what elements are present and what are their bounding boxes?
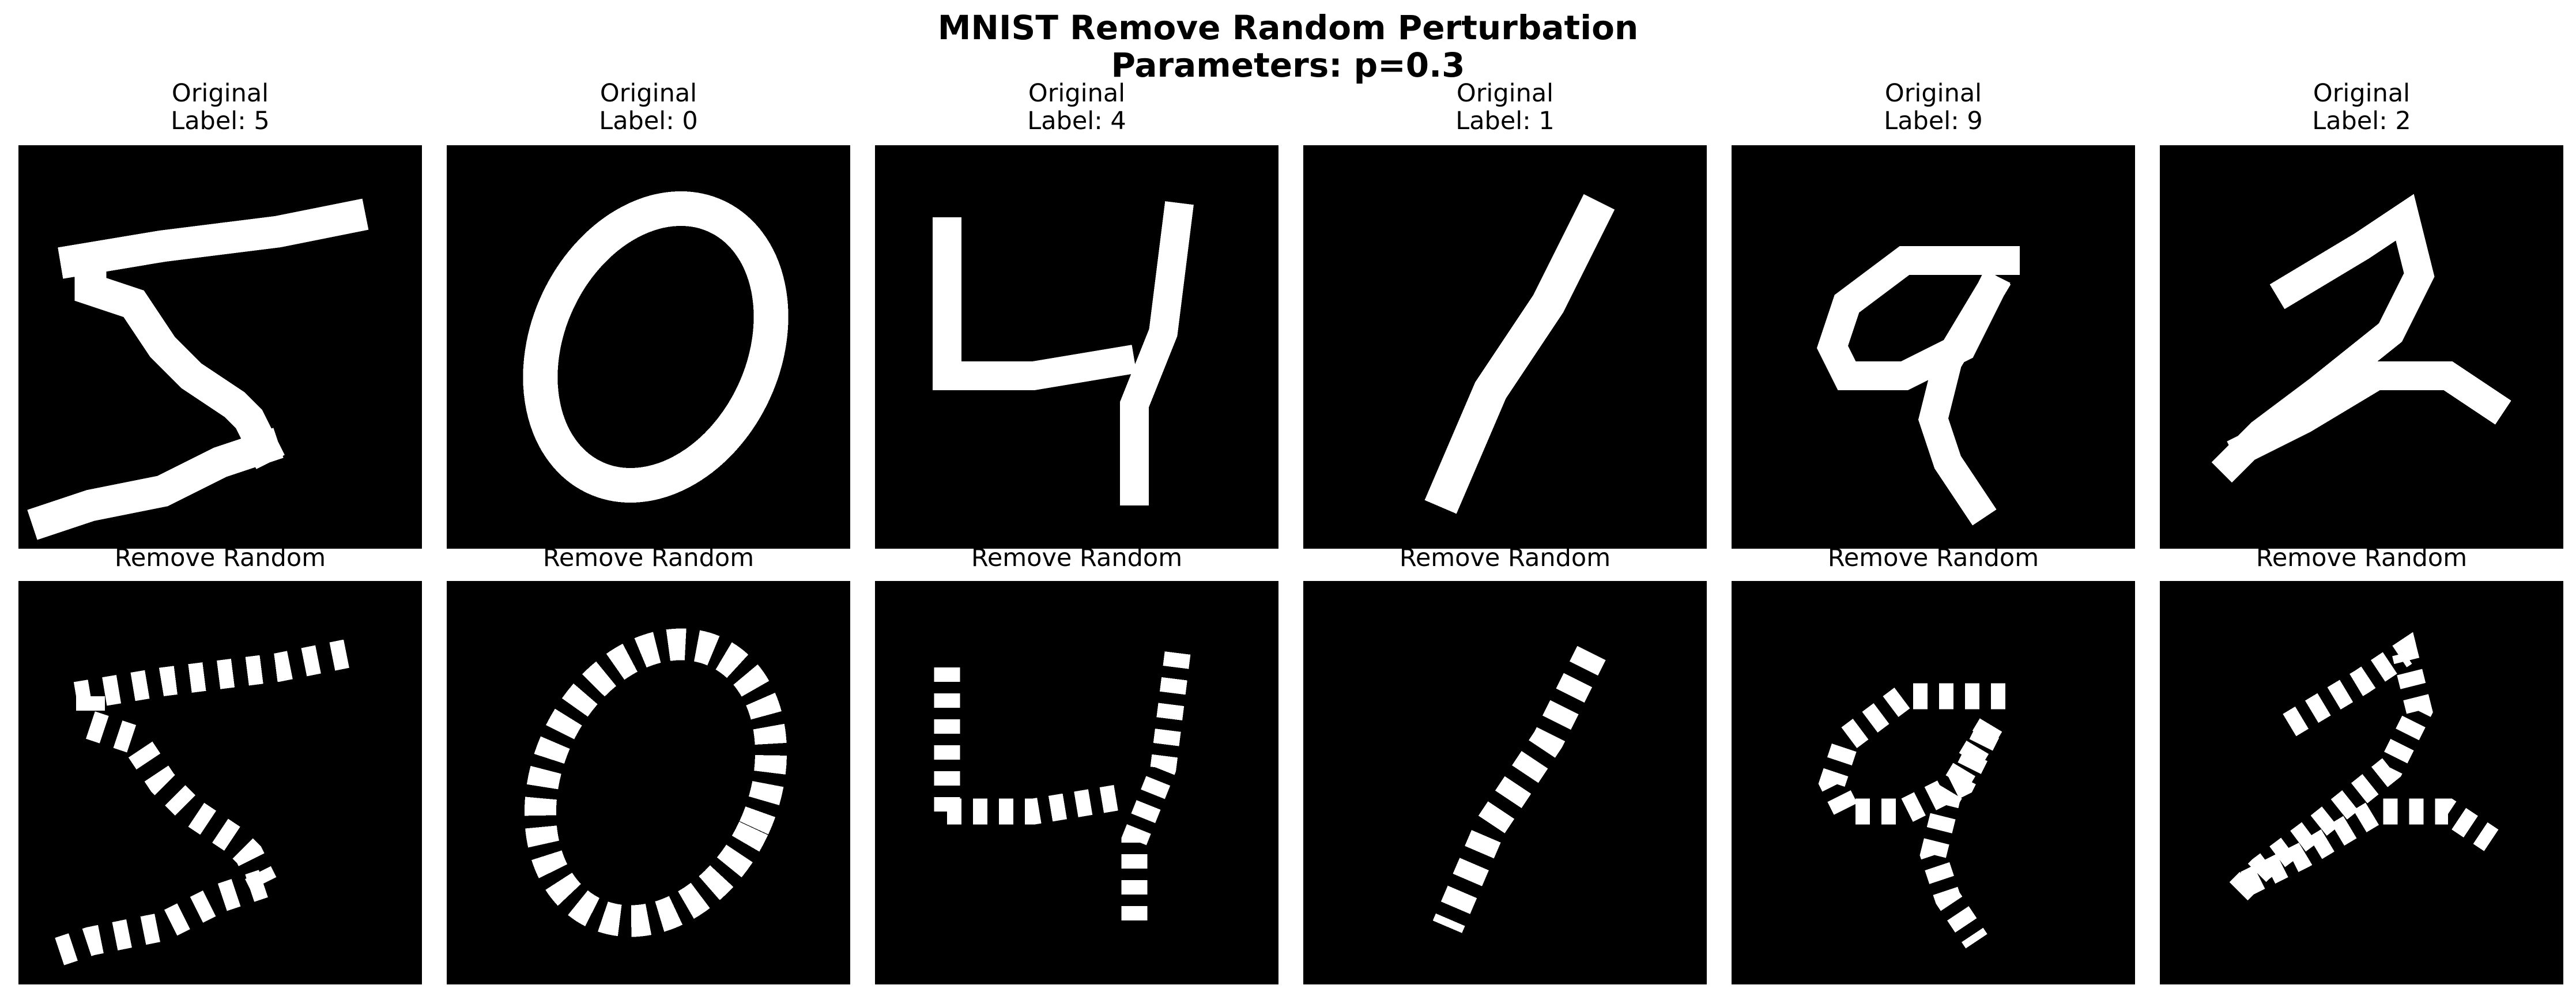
panel-title-original-5: Original Label: 5 [18,80,422,135]
panel-title-label-text: Label: 0 [599,107,698,136]
panel-title-label-text: Label: 9 [1884,107,1983,136]
digit-image-perturbed-2 [2160,581,2563,984]
figure-title-line-2: Parameters: p=0.3 [1111,45,1465,85]
figure-title: MNIST Remove Random Perturbation Paramet… [0,9,2576,84]
digit-image-perturbed-4 [875,581,1278,984]
digit-image-original-5 [18,145,422,549]
digit-image-original-0 [447,145,850,549]
digit-image-original-1 [1303,145,1707,549]
digit-image-original-2 [2160,145,2563,549]
panel-title-label-text: Label: 5 [171,107,270,136]
panel-title-original-text: Original [2313,79,2411,108]
panel-title-perturbed-9: Remove Random [1827,544,2039,572]
panel-title-original-0: Original Label: 0 [447,80,850,135]
panel-title-label-text: Label: 4 [1027,107,1126,136]
panel-title-original-text: Original [1456,79,1554,108]
figure-title-line-1: MNIST Remove Random Perturbation [937,8,1639,47]
panel-title-perturbed-5: Remove Random [114,544,326,572]
panel-title-original-1: Original Label: 1 [1303,80,1707,135]
panel-title-original-text: Original [1884,79,1982,108]
digit-image-perturbed-1 [1303,581,1707,984]
panel-title-original-text: Original [171,79,269,108]
panel-title-perturbed-0: Remove Random [542,544,755,572]
panel-title-label-text: Label: 2 [2312,107,2411,136]
panel-title-perturbed-2: Remove Random [2256,544,2468,572]
panel-title-original-2: Original Label: 2 [2160,80,2563,135]
digit-image-perturbed-9 [1732,581,2135,984]
panel-title-perturbed-1: Remove Random [1399,544,1611,572]
digit-image-perturbed-0 [447,581,850,984]
panel-title-original-9: Original Label: 9 [1732,80,2135,135]
panel-title-label-text: Label: 1 [1455,107,1555,136]
panel-title-original-text: Original [1028,79,1126,108]
panel-title-original-4: Original Label: 4 [875,80,1278,135]
digit-image-original-9 [1732,145,2135,549]
digit-image-perturbed-5 [18,581,422,984]
panel-title-original-text: Original [599,79,697,108]
panel-title-perturbed-4: Remove Random [971,544,1183,572]
digit-image-original-4 [875,145,1278,549]
